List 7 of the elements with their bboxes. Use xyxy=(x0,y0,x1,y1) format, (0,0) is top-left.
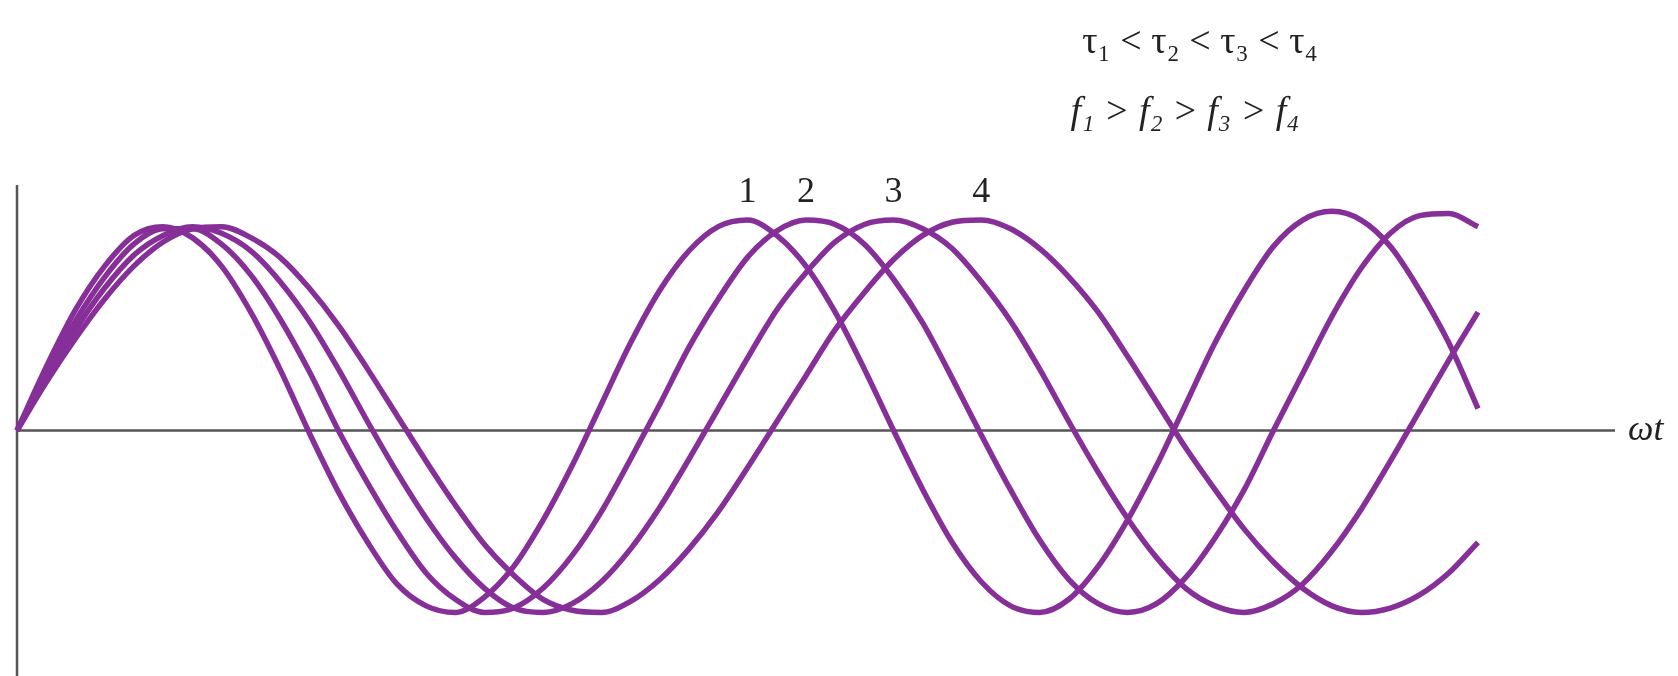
chart-title: τ₁ < τ₂ < τ₃ < τ₄ xyxy=(1082,18,1318,62)
series-label: 4 xyxy=(972,169,991,210)
chart-subtitle: f₁ > f₂ > f₃ > f₄ xyxy=(1070,88,1300,132)
x-axis-title: ωt xyxy=(1628,407,1664,449)
series-label: 1 xyxy=(738,169,757,210)
series-label: 2 xyxy=(796,169,815,210)
series-label: 3 xyxy=(884,169,903,210)
